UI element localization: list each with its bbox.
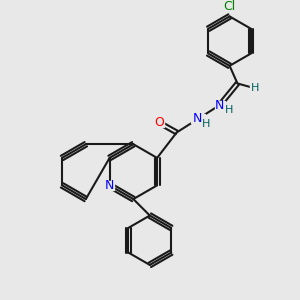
Text: H: H	[224, 105, 233, 115]
Text: O: O	[154, 116, 164, 129]
Text: N: N	[105, 179, 114, 192]
Text: N: N	[215, 98, 224, 112]
Text: N: N	[193, 112, 202, 125]
Bar	[223, 2, 236, 11]
Bar	[105, 181, 115, 190]
Bar	[215, 100, 225, 109]
Text: H: H	[251, 83, 259, 93]
Text: Cl: Cl	[224, 0, 236, 13]
Bar	[250, 84, 260, 93]
Bar	[154, 118, 164, 127]
Text: H: H	[202, 118, 210, 129]
Bar	[191, 114, 205, 123]
